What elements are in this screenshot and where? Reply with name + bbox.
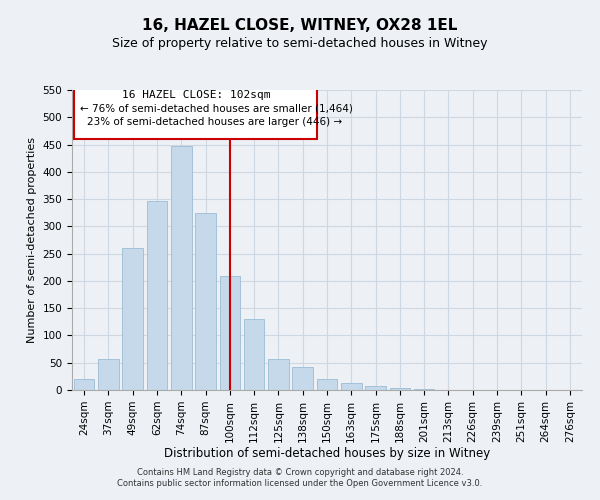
- Bar: [389, 388, 410, 390]
- Bar: [171, 146, 191, 390]
- Text: 23% of semi-detached houses are larger (446) →: 23% of semi-detached houses are larger (…: [87, 118, 343, 128]
- Bar: [220, 276, 240, 390]
- Text: Size of property relative to semi-detached houses in Witney: Size of property relative to semi-detach…: [112, 38, 488, 51]
- Text: ← 76% of semi-detached houses are smaller (1,464): ← 76% of semi-detached houses are smalle…: [80, 104, 352, 114]
- Bar: [74, 379, 94, 390]
- Bar: [317, 379, 337, 390]
- Bar: [292, 366, 313, 390]
- Bar: [122, 248, 143, 390]
- FancyBboxPatch shape: [74, 88, 317, 139]
- Bar: [244, 319, 265, 390]
- Bar: [195, 212, 216, 390]
- Bar: [341, 383, 362, 390]
- Bar: [98, 359, 119, 390]
- Text: 16 HAZEL CLOSE: 102sqm: 16 HAZEL CLOSE: 102sqm: [122, 90, 270, 101]
- Bar: [268, 360, 289, 390]
- Text: 16, HAZEL CLOSE, WITNEY, OX28 1EL: 16, HAZEL CLOSE, WITNEY, OX28 1EL: [142, 18, 458, 32]
- X-axis label: Distribution of semi-detached houses by size in Witney: Distribution of semi-detached houses by …: [164, 448, 490, 460]
- Y-axis label: Number of semi-detached properties: Number of semi-detached properties: [27, 137, 37, 343]
- Bar: [146, 200, 167, 390]
- Text: Contains HM Land Registry data © Crown copyright and database right 2024.
Contai: Contains HM Land Registry data © Crown c…: [118, 468, 482, 487]
- Bar: [365, 386, 386, 390]
